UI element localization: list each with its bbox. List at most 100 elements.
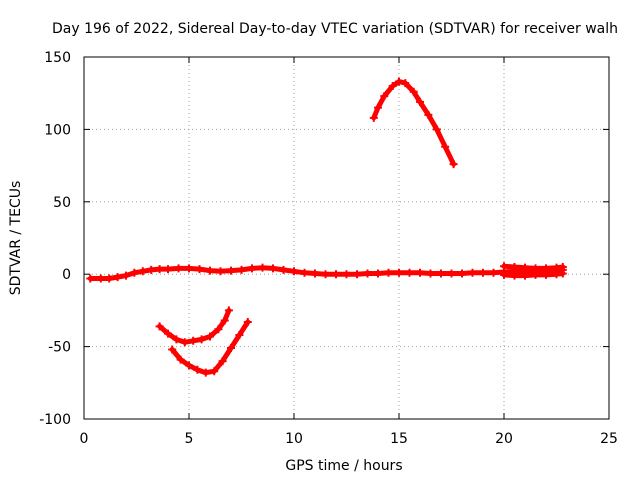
grid-lines [84, 57, 609, 419]
data-point [197, 335, 206, 344]
data-point [216, 267, 225, 276]
data-point [437, 269, 445, 278]
data-point [122, 271, 130, 280]
data-point [86, 274, 95, 283]
data-point [380, 92, 389, 101]
data-point [105, 274, 114, 283]
data-point [235, 331, 244, 340]
data-point [363, 269, 372, 278]
data-point [227, 266, 235, 275]
data-point [388, 81, 397, 90]
data-point [168, 345, 177, 354]
data-point [130, 268, 139, 277]
chart-title: Day 196 of 2022, Sidereal Day-to-day VTE… [52, 21, 618, 37]
data-point [395, 268, 403, 277]
data-point [489, 268, 498, 277]
y-tick-label: 150 [44, 50, 71, 66]
data-point [218, 357, 227, 366]
data-point [300, 268, 309, 277]
data-point [374, 103, 382, 112]
data-point [214, 325, 223, 334]
data-point [409, 87, 418, 96]
data-point [164, 265, 172, 274]
x-tick-label: 15 [390, 431, 408, 447]
data-point [189, 336, 198, 345]
data-point [290, 267, 298, 276]
data-point [172, 335, 181, 344]
data-point [279, 265, 288, 274]
data-point [542, 270, 550, 279]
data-point [195, 265, 204, 274]
y-tick-label: 0 [62, 267, 71, 283]
data-point [521, 263, 529, 272]
data-point [500, 270, 508, 279]
data-point [369, 113, 378, 122]
x-tick-label: 0 [80, 431, 89, 447]
data-point [510, 262, 519, 271]
data-point [311, 269, 319, 278]
data-point [220, 316, 229, 325]
data-point [206, 266, 214, 275]
data-point [258, 263, 267, 272]
data-point [441, 142, 450, 151]
data-point [224, 306, 233, 315]
data-point [176, 355, 185, 364]
data-point [558, 269, 567, 278]
data-point [248, 264, 256, 273]
data-point [447, 269, 456, 278]
series-late-band-upper [500, 262, 567, 273]
data-point [180, 338, 189, 347]
data-point [206, 332, 214, 341]
y-tick-label: 100 [44, 122, 71, 138]
x-tick-label: 10 [285, 431, 303, 447]
data-layer [86, 77, 567, 377]
data-point [332, 270, 340, 279]
data-point [147, 265, 156, 274]
data-point [269, 264, 277, 273]
data-point [401, 79, 410, 88]
series-trace [169, 319, 251, 376]
data-point [374, 269, 382, 278]
data-point [479, 268, 487, 277]
data-point [185, 361, 193, 370]
series-late-band-lower [500, 269, 567, 280]
x-tick-label: 25 [600, 431, 618, 447]
data-point [395, 77, 403, 86]
data-point [531, 270, 540, 279]
data-point [449, 160, 458, 169]
data-point [416, 97, 424, 106]
data-point [510, 271, 519, 280]
data-point [185, 264, 193, 273]
data-point [96, 274, 105, 283]
y-tick-label: 50 [53, 195, 71, 211]
data-point [174, 264, 183, 273]
data-point [342, 270, 351, 279]
data-point [426, 269, 435, 278]
series-trace [157, 307, 232, 345]
x-axis-label: GPS time / hours [285, 458, 402, 474]
data-point [164, 329, 172, 338]
data-point [500, 262, 508, 271]
y-axis-label: SDTVAR / TECUs [8, 181, 24, 296]
series-arc-lower-a [155, 306, 233, 347]
data-point [353, 270, 361, 279]
series-arc-lower-b [168, 317, 252, 377]
data-point [227, 344, 235, 353]
x-tick-label: 5 [185, 431, 194, 447]
data-point [201, 368, 210, 377]
x-tick-label: 20 [495, 431, 513, 447]
data-point [155, 265, 164, 274]
data-point [243, 317, 252, 326]
data-point [321, 270, 330, 279]
data-point [424, 110, 433, 119]
data-point [468, 268, 477, 277]
data-point [521, 271, 529, 280]
data-point [138, 267, 147, 276]
series-arc-upper [369, 77, 458, 169]
series-trace [371, 79, 457, 167]
y-tick-label: -100 [39, 412, 71, 428]
data-point [384, 268, 393, 277]
data-point [113, 273, 122, 282]
